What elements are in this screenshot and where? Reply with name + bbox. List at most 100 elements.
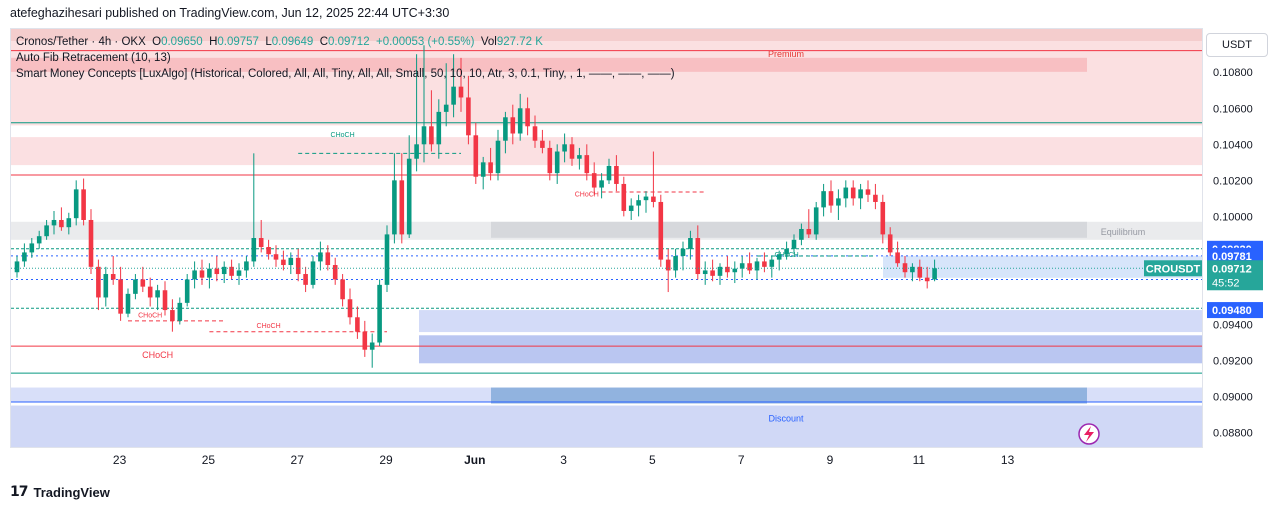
- candle-body: [791, 239, 797, 249]
- candle-body: [110, 274, 116, 280]
- candle-body: [155, 290, 160, 298]
- candle-body: [443, 104, 449, 112]
- candle-body: [458, 86, 464, 98]
- candle-body: [125, 293, 131, 314]
- candle-body: [488, 162, 493, 174]
- tradingview-footer[interactable]: 17 TradingView: [10, 484, 110, 500]
- legend-change: +0.00053 (+0.55%): [376, 36, 475, 48]
- candle-body: [495, 140, 501, 174]
- liquidity-box: [491, 387, 1087, 404]
- candle-body: [569, 144, 575, 159]
- time-tick-6: 5: [649, 453, 656, 467]
- legend-high-label: H: [209, 36, 218, 48]
- choch-label-4: CHoCH: [257, 323, 281, 330]
- candle-body: [636, 200, 641, 206]
- time-axis[interactable]: 23 25 27 29 Jun 3 5 7 9 11 13: [10, 448, 1203, 472]
- candle-body: [754, 261, 760, 271]
- chart-frame[interactable]: Premium Equilibrium Discount CHoCH CHoCH CHoC…: [10, 28, 1203, 448]
- time-tick-1: 25: [202, 453, 216, 467]
- symbol-tag-bg: [1144, 260, 1202, 277]
- supply-zone: [11, 137, 1202, 166]
- choch-label-5: CHoCH: [142, 350, 173, 360]
- legend-low-value: 0.09649: [271, 36, 314, 48]
- candle-body: [628, 205, 634, 211]
- price-axis[interactable]: 0.10800 0.10600 0.10400 0.10200 0.10000 0.094…: [1203, 28, 1281, 448]
- candle-body: [451, 86, 456, 105]
- price-chart[interactable]: Premium Equilibrium Discount CHoCH CHoCH CHoC…: [11, 29, 1202, 447]
- candle-body: [214, 268, 220, 275]
- price-tick-8: 0.08800: [1213, 428, 1253, 440]
- candle-body: [562, 144, 567, 152]
- legend-indicator-smc[interactable]: Smart Money Concepts [LuxAlgo] (Historic…: [16, 68, 675, 80]
- candle-body: [199, 270, 205, 278]
- premium-cap-box: [11, 29, 1202, 41]
- candle-body: [651, 196, 656, 202]
- candle-body: [880, 201, 886, 235]
- candle-body: [436, 111, 442, 145]
- candle-body: [251, 238, 257, 262]
- lightning-bolt-icon: [1084, 426, 1094, 442]
- candle-body: [29, 243, 35, 253]
- bullish-order-block-2: [419, 335, 1202, 364]
- candle-body: [473, 135, 479, 177]
- candle-body: [192, 270, 197, 280]
- candle-body: [769, 259, 775, 267]
- candle-body: [673, 256, 678, 271]
- candle-body: [695, 238, 701, 275]
- time-tick-3: 29: [379, 453, 393, 467]
- candle-body: [547, 147, 553, 174]
- candle-body: [910, 266, 915, 273]
- price-tick-1: 0.10600: [1213, 103, 1253, 115]
- zone-label-premium: Premium: [768, 49, 804, 59]
- time-tick-10: 13: [1001, 453, 1015, 467]
- candle-body: [162, 290, 168, 311]
- current-price-bg: [1207, 260, 1263, 291]
- time-tick-7: 7: [738, 453, 745, 467]
- candle-body: [414, 144, 419, 159]
- candle-body: [873, 194, 878, 202]
- candle-body: [525, 108, 530, 127]
- candle-body: [643, 196, 649, 201]
- candle-body: [658, 201, 664, 260]
- candle-body: [377, 284, 382, 343]
- candle-body: [680, 248, 686, 257]
- candle-body: [554, 151, 560, 174]
- currency-button[interactable]: USDT: [1206, 33, 1268, 57]
- candle-body: [258, 238, 264, 248]
- zone-label-equilibrium: Equilibrium: [1101, 227, 1146, 237]
- candle-body: [702, 270, 708, 275]
- demand-box: [883, 255, 1202, 278]
- candle-body: [902, 263, 908, 273]
- candle-body: [207, 268, 212, 278]
- legend-low-label: L: [265, 36, 272, 48]
- zone-premium: [11, 29, 1202, 126]
- time-tick-0: 23: [113, 453, 127, 467]
- candle-body: [917, 266, 923, 278]
- candle-body: [924, 277, 930, 282]
- candle-body: [599, 180, 604, 188]
- zone-label-discount: Discount: [768, 414, 804, 424]
- bearish-order-block: [11, 57, 1087, 72]
- candle-body: [73, 189, 79, 219]
- candle-body: [236, 270, 242, 276]
- candle-body: [784, 248, 789, 255]
- candle-body: [310, 261, 316, 285]
- candle-body: [577, 155, 582, 159]
- candle-body: [22, 252, 27, 262]
- legend-indicator-fib[interactable]: Auto Fib Retracement (10, 13): [16, 52, 171, 64]
- candle-body: [355, 317, 360, 332]
- candle-body: [717, 266, 723, 276]
- legend-open-label: O: [152, 36, 162, 48]
- legend-ohlc-row: Cronos/Tether · 4h · OKX O0.09650 H0.097…: [16, 34, 675, 50]
- legend-close-value: 0.09712: [328, 36, 370, 48]
- candle-body: [828, 191, 834, 206]
- legend-symbol[interactable]: Cronos/Tether · 4h · OKX: [16, 36, 146, 48]
- candle-body: [184, 279, 190, 303]
- candle-body: [665, 259, 671, 271]
- candle-body: [347, 299, 353, 318]
- chart-legend: Cronos/Tether · 4h · OKX O0.09650 H0.097…: [16, 34, 675, 82]
- candle-body: [813, 207, 819, 235]
- candle-body: [147, 286, 153, 298]
- current-price-value: 0.09712: [1212, 263, 1252, 275]
- candle-body: [340, 279, 345, 300]
